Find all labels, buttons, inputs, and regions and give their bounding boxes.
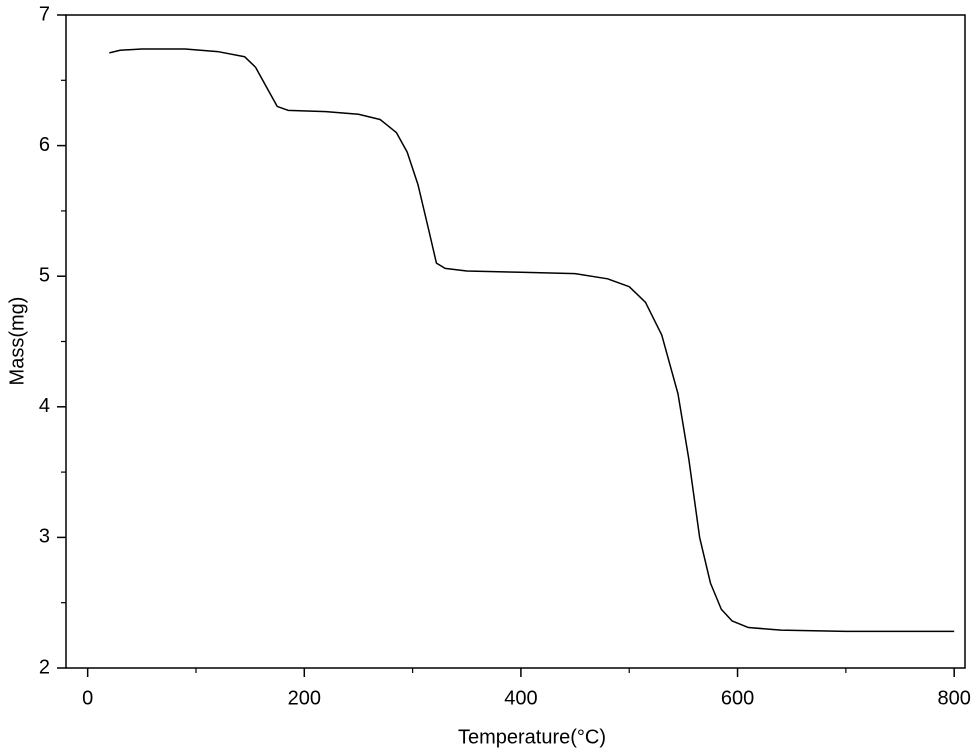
plot-frame	[65, 14, 966, 669]
y-tick-label: 5	[39, 264, 50, 286]
x-axis-label: Temperature(°C)	[458, 726, 606, 748]
x-tick-label: 800	[937, 687, 970, 709]
y-tick-label: 7	[39, 3, 50, 25]
x-tick-label: 600	[721, 687, 754, 709]
y-tick-label: 3	[39, 526, 50, 548]
y-tick-label: 6	[39, 134, 50, 156]
data-line	[109, 48, 955, 633]
y-axis-label: Mass(mg)	[6, 297, 28, 386]
y-tick-label: 4	[39, 395, 50, 417]
x-tick-label: 400	[504, 687, 537, 709]
y-tick-label: 2	[39, 656, 50, 678]
x-tick-label: 0	[82, 687, 93, 709]
x-tick-label: 200	[288, 687, 321, 709]
